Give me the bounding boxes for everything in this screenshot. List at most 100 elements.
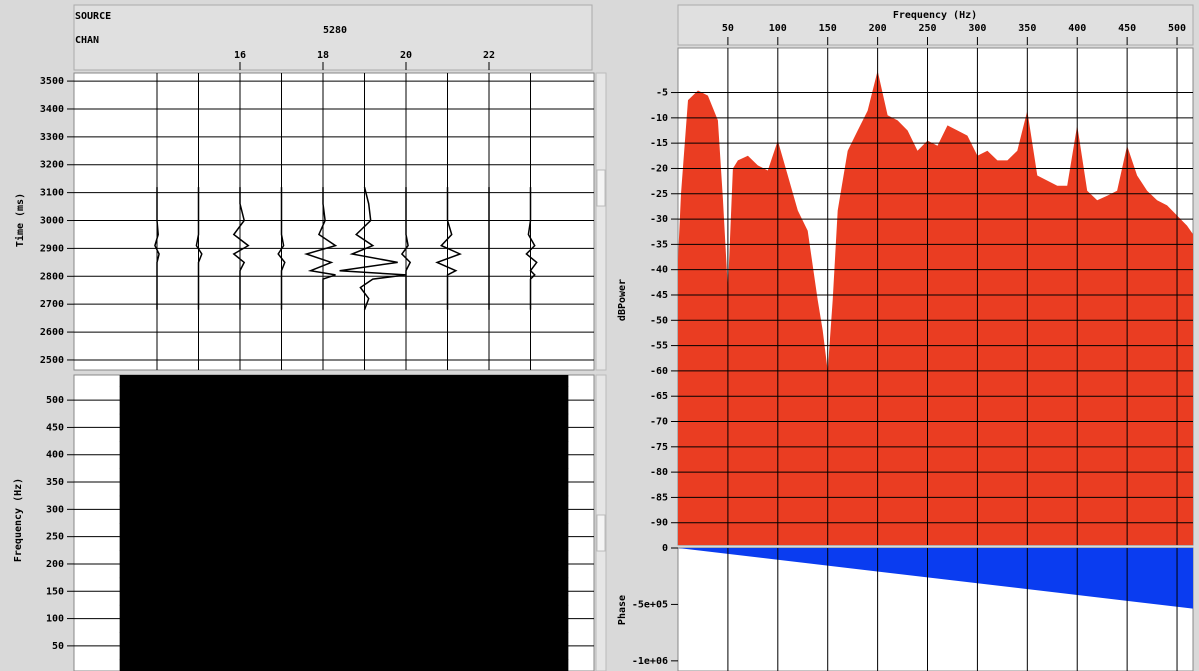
seismic-header	[73, 4, 593, 71]
heatmap-cell	[219, 400, 262, 415]
y-tick-label: -40	[650, 265, 668, 276]
heatmap-cell	[177, 536, 220, 551]
heatmap-cell	[219, 632, 262, 647]
heatmap-cell	[177, 550, 220, 565]
heatmap-cell	[406, 591, 490, 606]
heatmap-cell	[489, 509, 569, 524]
heatmap-cell	[260, 591, 303, 606]
heatmap-cell	[177, 468, 220, 483]
heatmap-cell	[260, 482, 303, 497]
heatmap-cell	[302, 604, 345, 620]
heatmap-cell	[260, 454, 303, 469]
heatmap-cell	[406, 375, 490, 387]
heatmap-cell	[489, 659, 569, 671]
heatmap-cell	[260, 441, 303, 456]
trace-wiggle	[400, 187, 412, 310]
y-tick-label: 300	[46, 504, 64, 515]
trace-wiggle	[154, 187, 160, 310]
scrollbar[interactable]	[595, 72, 607, 371]
heatmap-cell	[119, 645, 179, 661]
heatmap-cell	[119, 550, 179, 565]
heatmap-cell	[406, 577, 490, 592]
heatmap-cell	[260, 645, 303, 661]
y-tick-label: 3500	[40, 76, 64, 87]
heatmap-cell	[406, 468, 490, 483]
heatmap-cell	[177, 523, 220, 538]
heatmap-cell	[260, 468, 303, 483]
heatmap-cell	[177, 375, 220, 387]
y-tick-label: -55	[650, 341, 668, 352]
heatmap-cell	[302, 509, 345, 524]
heatmap-cell	[219, 375, 262, 387]
y-tick-label: 2900	[40, 243, 64, 254]
heatmap-cell	[489, 604, 569, 620]
heatmap-cell	[260, 413, 303, 428]
heatmap-cell	[406, 659, 490, 671]
scrollbar-thumb[interactable]	[596, 514, 606, 552]
heatmap-cell	[489, 550, 569, 565]
heatmap-cell	[489, 468, 569, 483]
heatmap-cell	[219, 454, 262, 469]
heatmap-cell	[219, 645, 262, 661]
heatmap-cell	[406, 441, 490, 456]
heatmap-cell	[219, 563, 262, 579]
heatmap-cell	[343, 645, 407, 661]
heatmap-cell	[406, 645, 490, 661]
heatmap-cell	[119, 591, 179, 606]
heatmap-cell	[489, 495, 569, 510]
heatmap-cell	[302, 659, 345, 671]
heatmap-cell	[219, 523, 262, 538]
y-tick-label: 400	[46, 450, 64, 461]
heatmap-cell	[406, 632, 490, 647]
y-tick-label: -30	[650, 214, 668, 225]
y-axis-label: dBPower	[617, 279, 628, 321]
y-tick-label: -80	[650, 467, 668, 478]
y-tick-label: -60	[650, 366, 668, 377]
heatmap-cell	[119, 454, 179, 469]
trace-wiggle	[339, 186, 407, 311]
heatmap-cell	[489, 400, 569, 415]
heatmap-cell	[177, 427, 220, 442]
heatmap-cell	[406, 563, 490, 579]
heatmap-cell	[119, 375, 179, 387]
y-tick-label: -20	[650, 163, 668, 174]
x-tick-label: 16	[234, 50, 246, 61]
heatmap-cell	[119, 386, 179, 401]
heatmap-cell	[302, 523, 345, 538]
heatmap-cell	[260, 550, 303, 565]
heatmap-cell	[489, 591, 569, 606]
heatmap-cell	[343, 441, 407, 456]
heatmap-cell	[260, 618, 303, 633]
heatmap-cell	[302, 427, 345, 442]
y-tick-label: 350	[46, 477, 64, 488]
source-label: SOURCE	[75, 11, 111, 22]
heatmap-cell	[406, 400, 490, 415]
y-tick-label: 2500	[40, 355, 64, 366]
source-value: 5280	[323, 25, 347, 36]
heatmap-cell	[343, 400, 407, 415]
heatmap-cell	[177, 509, 220, 524]
heatmap-cell	[219, 427, 262, 442]
scrollbar-thumb[interactable]	[596, 169, 606, 207]
heatmap-cell	[489, 536, 569, 551]
heatmap-cell	[177, 413, 220, 428]
heatmap-cell	[343, 550, 407, 565]
y-axis-label: Time (ms)	[14, 193, 26, 247]
x-tick-label: 450	[1118, 23, 1136, 34]
y-tick-label: 2600	[40, 327, 64, 338]
heatmap-cell	[177, 659, 220, 671]
heatmap-cell	[343, 454, 407, 469]
heatmap-cell	[119, 482, 179, 497]
y-tick-label: 450	[46, 422, 64, 433]
y-tick-label: 2700	[40, 299, 64, 310]
x-tick-label: 300	[968, 23, 986, 34]
heatmap-cell	[302, 413, 345, 428]
heatmap-cell	[343, 563, 407, 579]
x-tick-label: 100	[769, 23, 787, 34]
heatmap-cell	[119, 400, 179, 415]
y-tick-label: 3300	[40, 132, 64, 143]
heatmap-cell	[406, 604, 490, 620]
y-axis-label: Phase	[617, 595, 628, 625]
trace-wiggle	[195, 187, 203, 310]
heatmap-cell	[406, 495, 490, 510]
